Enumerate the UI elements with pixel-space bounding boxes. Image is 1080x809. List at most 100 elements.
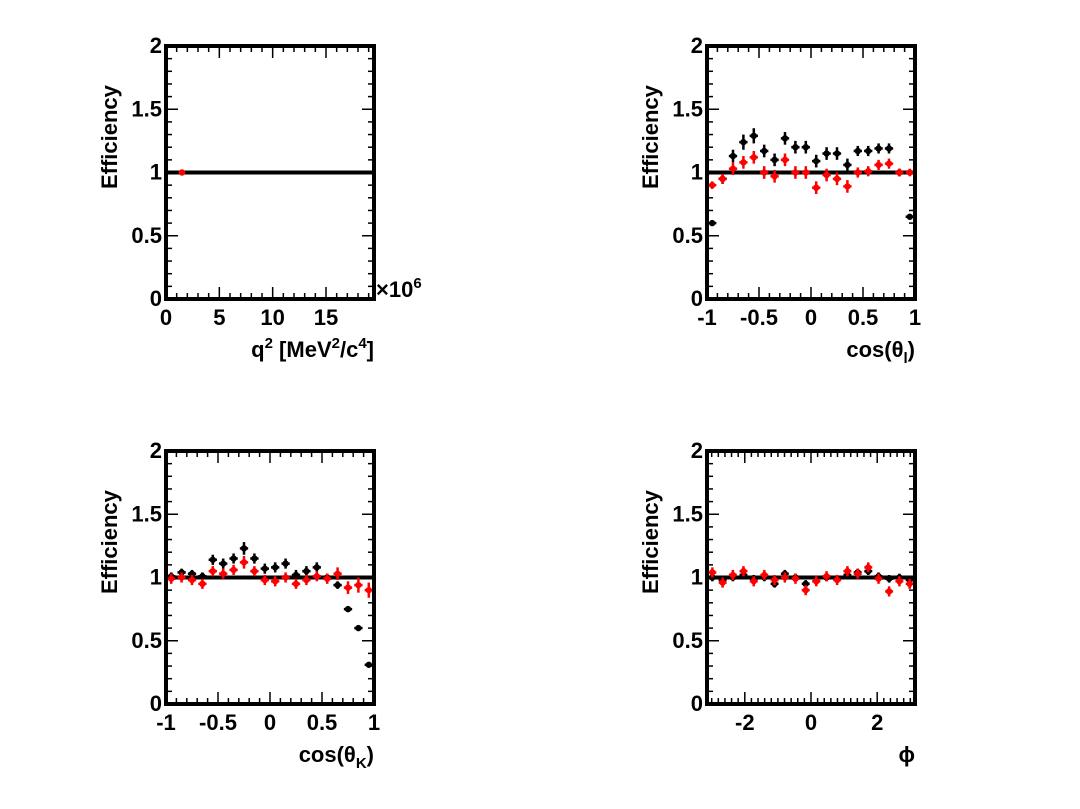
data-point	[219, 558, 228, 569]
data-point	[822, 147, 831, 160]
panel-phi: -2 0 2 0 0.5 1 1.5 2 Efficiency ϕ	[638, 438, 917, 767]
x-tick-label: 0.5	[848, 305, 879, 330]
data-point	[864, 562, 873, 573]
data-point	[864, 145, 873, 157]
data-point	[239, 555, 249, 569]
data-point	[770, 574, 779, 586]
x-tick-label: 2	[871, 710, 883, 735]
data-point	[780, 572, 789, 583]
data-point	[843, 158, 852, 172]
data-point	[884, 143, 894, 154]
data-point	[843, 180, 852, 193]
x-tick-label: 0.5	[307, 710, 338, 735]
data-point	[885, 586, 894, 597]
data-point	[853, 568, 862, 579]
data-point	[271, 562, 280, 573]
data-point	[770, 153, 779, 167]
y-tick-label: 0.5	[131, 223, 162, 248]
plot-frame	[705, 449, 917, 706]
y-tick-label: 0	[691, 691, 703, 716]
data-point	[718, 577, 727, 588]
y-tick-label: 0.5	[672, 223, 703, 248]
plot-frame	[705, 44, 917, 301]
data-point	[178, 169, 186, 176]
y-axis-label: Efficiency	[638, 489, 663, 594]
data-point	[343, 581, 353, 594]
data-point	[801, 140, 810, 154]
data-point	[271, 576, 280, 587]
series-0	[178, 169, 186, 176]
series-0	[167, 542, 373, 668]
data-point	[853, 167, 862, 178]
data-point	[333, 567, 342, 581]
data-point	[812, 576, 821, 587]
x-axis-label: cos(θK)	[299, 742, 374, 772]
data-point	[874, 159, 883, 170]
data-point	[760, 144, 769, 158]
data-point	[728, 569, 737, 581]
data-point	[343, 605, 353, 613]
series-1	[167, 555, 373, 598]
data-point	[250, 553, 259, 564]
series-1	[708, 562, 914, 597]
panel-costhetal: -1 -0.5 0 0.5 1 0 0.5 1 1.5 2 Efficiency cos(θl)	[638, 33, 921, 367]
data-point	[239, 542, 249, 555]
y-tick-label: 2	[691, 33, 703, 58]
data-point	[708, 219, 717, 227]
data-point	[905, 168, 914, 177]
data-point	[874, 573, 883, 584]
data-point	[895, 576, 904, 587]
y-tick-label: 0	[150, 691, 162, 716]
panel-q2: 0 5 10 15 0 0.5 1 1.5 2 Efficiency q2 [MeV2/c4] ×10…	[97, 33, 422, 362]
y-tick-label: 2	[150, 33, 162, 58]
y-tick-label: 0.5	[131, 628, 162, 653]
y-tick-label: 1	[691, 160, 703, 185]
data-point	[843, 566, 852, 577]
data-point	[167, 573, 176, 584]
y-tick-label: 1.5	[672, 96, 703, 121]
plot-frame	[164, 44, 376, 301]
data-point	[323, 573, 332, 584]
data-point	[780, 132, 790, 145]
data-point	[749, 150, 758, 164]
data-point	[853, 145, 862, 157]
y-axis-label: Efficiency	[97, 84, 122, 189]
data-point	[749, 576, 758, 587]
data-point	[250, 566, 259, 577]
data-point	[791, 166, 800, 179]
data-point	[260, 563, 269, 574]
data-point	[187, 574, 197, 586]
data-point	[281, 558, 290, 569]
data-point	[791, 140, 800, 154]
data-point	[812, 154, 821, 168]
data-point	[291, 569, 301, 581]
data-point	[833, 574, 842, 586]
data-point	[208, 554, 217, 565]
y-tick-label: 0	[691, 286, 703, 311]
data-point	[708, 181, 717, 189]
x-tick-label: 0	[160, 305, 172, 330]
data-point	[864, 166, 873, 177]
x-tick-label: 1	[368, 710, 380, 735]
data-point	[822, 571, 831, 582]
y-tick-label: 0	[150, 286, 162, 311]
x-tick-label: 0	[805, 710, 817, 735]
data-point	[364, 582, 373, 598]
data-point	[312, 571, 321, 582]
data-point	[874, 143, 883, 154]
series-0	[708, 128, 914, 227]
x-tick-label: 10	[260, 305, 284, 330]
x-tick-label: -0.5	[199, 710, 237, 735]
y-tick-label: 1	[150, 565, 162, 590]
data-point	[812, 181, 821, 195]
data-point	[832, 147, 842, 160]
data-point	[229, 564, 238, 575]
x-axis-label: ϕ	[899, 742, 916, 767]
x-tick-label: -1	[156, 710, 176, 735]
x-tick-label: -2	[735, 710, 755, 735]
data-point	[229, 553, 238, 564]
x-tick-label: 5	[213, 305, 225, 330]
data-point	[364, 661, 373, 668]
data-point	[770, 169, 779, 183]
data-point	[905, 213, 914, 220]
